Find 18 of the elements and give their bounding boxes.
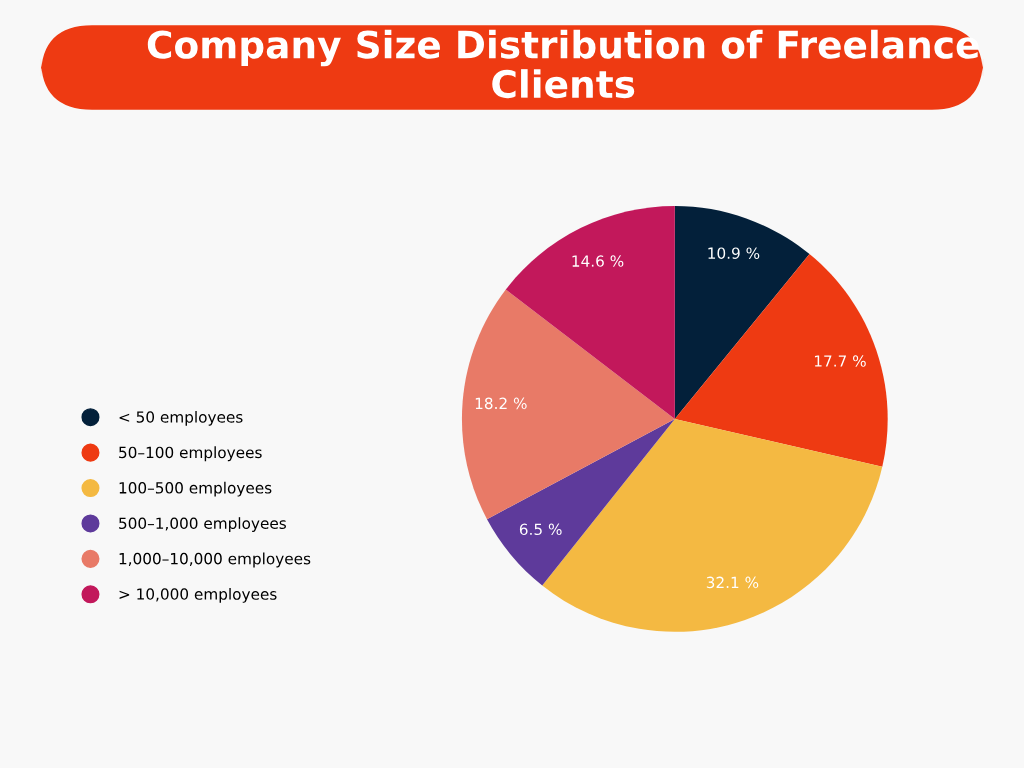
legend-label: 500–1,000 employees [119, 517, 286, 532]
legend-label: > 10,000 employees [119, 588, 277, 603]
pie-slice [674, 206, 810, 419]
data-label: 10.9 % [708, 247, 760, 259]
legend-label: 1,000–10,000 employees [119, 552, 311, 568]
pie-slice [486, 418, 675, 586]
legend-label: < 50 employees [119, 410, 243, 426]
data-label: 18.2 % [475, 397, 527, 410]
pie-slice [461, 289, 675, 520]
data-label: 14.6 % [572, 255, 624, 267]
pie-slice [505, 206, 675, 419]
data-label: 32.1 % [706, 576, 759, 589]
data-label: 17.7 % [814, 355, 866, 367]
legend-label: 50–100 employees [119, 446, 262, 462]
chart-title: Company Size Distribution of Freelance Clients [147, 29, 979, 99]
data-label: 6.5 % [519, 523, 562, 536]
legend-label: 100–500 employees [119, 481, 272, 497]
pie-slice [542, 418, 883, 632]
